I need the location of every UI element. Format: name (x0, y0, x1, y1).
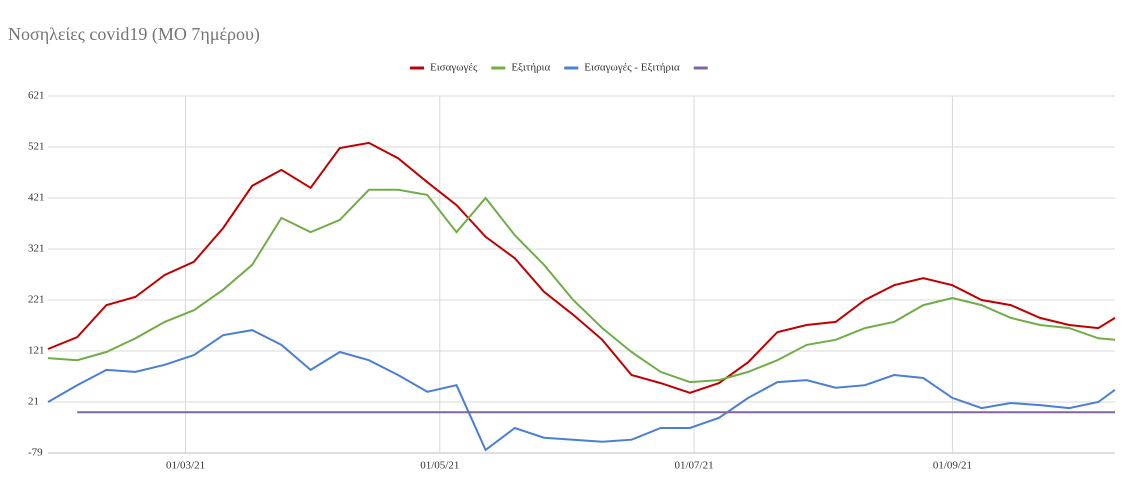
x-tick-label: 01/09/21 (933, 460, 972, 472)
chart-title: Νοσηλείες covid19 (ΜΟ 7ημέρου) (8, 24, 260, 45)
series-line (47, 188, 1116, 384)
y-tick-label: 521 (28, 141, 45, 153)
y-tick-label: 221 (28, 294, 45, 306)
legend-label: Εισαγωγές (430, 62, 478, 74)
y-tick-label: 21 (28, 396, 39, 408)
legend-label: Εξιτήρια (511, 62, 550, 74)
y-tick-label: 421 (28, 192, 45, 204)
y-tick-label: -79 (28, 447, 43, 459)
y-tick-label: 321 (28, 243, 45, 255)
y-tick-label: 121 (28, 345, 45, 357)
series-line (47, 141, 1116, 394)
y-tick-label: 621 (28, 90, 45, 102)
x-tick-label: 01/05/21 (420, 460, 459, 472)
series-line (47, 329, 1116, 452)
legend-label: Εισαγωγές - Εξιτήρια (584, 62, 680, 74)
x-tick-label: 01/03/21 (166, 460, 205, 472)
x-tick-label: 01/07/21 (674, 460, 713, 472)
